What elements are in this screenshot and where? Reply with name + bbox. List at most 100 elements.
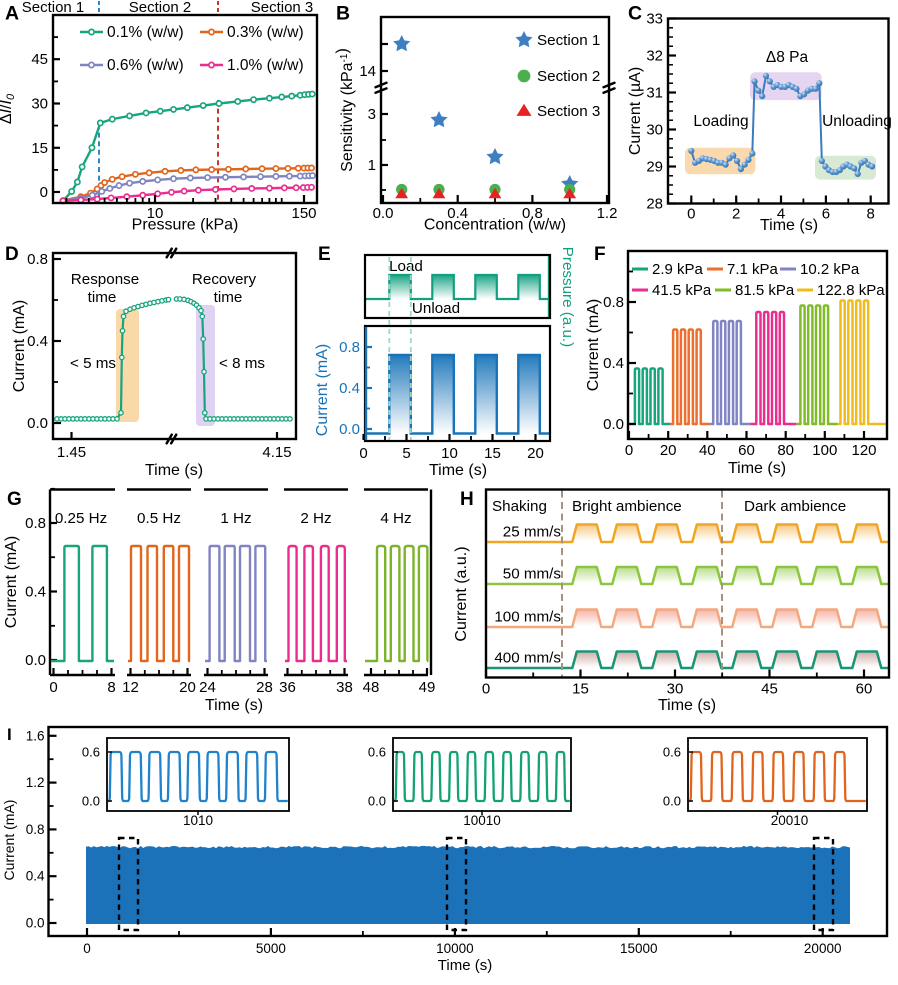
svg-text:30: 30 [646,122,663,139]
svg-text:0.0: 0.0 [82,794,100,809]
svg-text:0.6: 0.6 [368,745,386,760]
svg-text:Time (s): Time (s) [145,462,203,479]
svg-text:0.0: 0.0 [373,205,394,222]
svg-text:0.4: 0.4 [26,869,45,884]
svg-text:0.8: 0.8 [27,251,48,268]
svg-text:1 Hz: 1 Hz [220,510,251,527]
svg-text:Current (mA): Current (mA) [11,300,28,392]
svg-text:0.8: 0.8 [25,515,46,532]
svg-text:Δ8 Pa: Δ8 Pa [766,49,809,66]
svg-text:Current (a.u.): Current (a.u.) [453,546,470,641]
svg-text:time: time [214,289,243,306]
svg-text:3: 3 [368,106,376,123]
svg-text:20010: 20010 [771,813,809,828]
svg-text:0.1% (w/w): 0.1% (w/w) [107,24,184,41]
svg-text:41.5 kPa: 41.5 kPa [652,282,712,299]
svg-text:Pressure (kPa): Pressure (kPa) [132,217,239,234]
svg-text:0.4: 0.4 [27,333,48,350]
svg-text:0.4: 0.4 [447,205,468,222]
svg-text:25 mm/s: 25 mm/s [503,524,562,541]
svg-text:10: 10 [441,445,458,462]
svg-text:33: 33 [646,11,663,28]
svg-text:20: 20 [527,445,544,462]
svg-text:Section 3: Section 3 [251,0,314,16]
svg-text:2 Hz: 2 Hz [300,510,331,527]
svg-text:4.15: 4.15 [262,444,291,461]
svg-text:4 Hz: 4 Hz [380,510,411,527]
svg-text:Load: Load [389,258,423,275]
svg-text:20000: 20000 [804,941,842,956]
svg-text:0.4: 0.4 [25,584,46,601]
svg-text:Time (s): Time (s) [658,697,716,714]
svg-text:0.8: 0.8 [339,339,360,356]
svg-text:150: 150 [291,205,316,222]
svg-text:A: A [5,3,19,25]
svg-text:49: 49 [419,679,436,696]
svg-text:50 mm/s: 50 mm/s [503,566,562,583]
svg-text:6: 6 [822,206,830,223]
svg-text:0.0: 0.0 [25,652,46,669]
svg-text:32: 32 [646,48,663,65]
svg-text:Time (s): Time (s) [728,460,786,477]
svg-text:7.1 kPa: 7.1 kPa [727,261,779,278]
svg-text:0.4: 0.4 [339,380,360,397]
svg-text:0.6: 0.6 [82,745,100,760]
svg-text:0.0: 0.0 [27,415,48,432]
svg-text:15: 15 [31,140,48,157]
svg-text:100 mm/s: 100 mm/s [494,609,561,626]
svg-text:60: 60 [856,681,873,698]
svg-text:15: 15 [572,681,589,698]
svg-text:< 8 ms: < 8 ms [219,355,265,372]
svg-text:40: 40 [699,442,716,459]
svg-text:2.9 kPa: 2.9 kPa [652,261,704,278]
svg-text:Bright ambience: Bright ambience [572,498,682,515]
svg-text:30: 30 [667,681,684,698]
svg-text:0: 0 [83,941,91,956]
svg-text:Section 2: Section 2 [537,68,600,85]
svg-text:0.25 Hz: 0.25 Hz [55,510,107,527]
svg-text:Response: Response [71,271,139,288]
svg-text:8: 8 [107,679,115,696]
svg-text:Current (mA): Current (mA) [3,536,20,628]
svg-text:81.5 kPa: 81.5 kPa [735,282,795,299]
svg-text:20: 20 [660,442,677,459]
svg-text:Time (s): Time (s) [205,697,263,714]
svg-text:Current (µA): Current (µA) [627,67,644,155]
svg-text:2: 2 [732,206,740,223]
svg-text:15000: 15000 [620,941,658,956]
svg-text:time: time [88,289,117,306]
svg-text:20: 20 [179,679,196,696]
svg-text:0.0: 0.0 [663,794,681,809]
svg-text:0.4: 0.4 [603,355,624,372]
svg-text:0: 0 [625,442,633,459]
svg-text:Dark ambience: Dark ambience [744,498,846,515]
svg-text:0.0: 0.0 [368,794,386,809]
svg-text:0.0: 0.0 [26,916,45,931]
svg-text:Time (s): Time (s) [438,957,492,974]
svg-text:B: B [336,3,350,25]
svg-text:1.45: 1.45 [57,444,86,461]
svg-text:1010: 1010 [183,813,213,828]
svg-text:400 mm/s: 400 mm/s [494,650,561,667]
svg-text:10: 10 [147,205,164,222]
svg-text:38: 38 [336,679,353,696]
svg-text:120: 120 [851,442,876,459]
svg-text:Current (mA): Current (mA) [1,800,17,881]
svg-text:0.6% (w/w): 0.6% (w/w) [107,57,184,74]
svg-text:5: 5 [402,445,410,462]
svg-text:0.5 Hz: 0.5 Hz [137,510,181,527]
svg-text:Unload: Unload [412,300,460,317]
svg-text:0.6: 0.6 [663,745,681,760]
svg-text:0.0: 0.0 [339,421,360,438]
svg-text:F: F [594,244,606,265]
svg-text:14: 14 [359,63,376,80]
svg-text:0: 0 [359,445,367,462]
svg-text:0: 0 [49,679,57,696]
svg-text:D: D [5,244,19,265]
svg-text:0: 0 [482,681,490,698]
svg-text:100: 100 [812,442,837,459]
svg-text:8: 8 [867,206,875,223]
svg-text:Time (s): Time (s) [760,217,818,234]
svg-text:28: 28 [646,196,663,213]
svg-text:I: I [7,725,12,744]
